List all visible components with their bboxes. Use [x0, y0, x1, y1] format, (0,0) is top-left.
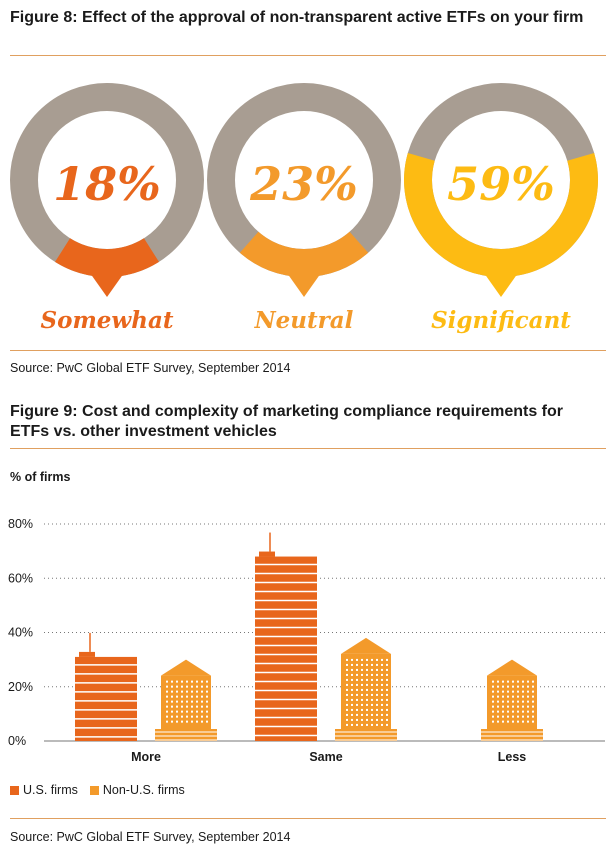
- y-axis-label: % of firms: [10, 470, 70, 484]
- bar-nonus-more: [155, 659, 217, 741]
- divider: [10, 448, 606, 449]
- donut-percent-label: 18%: [53, 157, 161, 211]
- figure9-title: Figure 9: Cost and complexity of marketi…: [10, 403, 564, 440]
- legend-item-nonus: Non-U.S. firms: [89, 783, 185, 797]
- divider: [10, 55, 606, 56]
- donut-value-arc: [239, 231, 369, 277]
- figure8-title: Figure 8: Effect of the approval of non-…: [10, 9, 584, 26]
- x-tick-label: Same: [309, 750, 342, 764]
- legend-swatch-nonus: [89, 785, 99, 795]
- x-tick-label: More: [131, 750, 161, 764]
- y-tick-label: 40%: [8, 626, 33, 640]
- donut-neutral: 23% Neutral: [207, 83, 401, 334]
- legend-label-nonus: Non-U.S. firms: [102, 783, 185, 797]
- donut-pointer: [90, 273, 124, 297]
- donut-pointer: [484, 273, 518, 297]
- bar-us-same: [255, 532, 317, 741]
- donut-charts: 18% Somewhat 23% Neutral 59% Significant: [10, 83, 598, 334]
- divider: [10, 818, 606, 819]
- divider: [10, 350, 606, 351]
- legend-swatch-us: [10, 785, 19, 795]
- y-tick-label: 0%: [8, 734, 26, 748]
- donut-category-label: Neutral: [254, 307, 354, 334]
- donut-value-arc: [404, 152, 598, 277]
- donut-somewhat: 18% Somewhat: [10, 83, 204, 334]
- donut-percent-label: 59%: [447, 157, 555, 211]
- donut-category-label: Somewhat: [41, 307, 174, 334]
- figure9-source: Source: PwC Global ETF Survey, September…: [10, 830, 291, 844]
- y-tick-label: 80%: [8, 517, 33, 531]
- legend-label-us: U.S. firms: [23, 783, 78, 797]
- bar-chart: % of firms 0% 20% 40% 60% 80% More Same Less: [8, 470, 605, 764]
- figure8-source: Source: PwC Global ETF Survey, September…: [10, 361, 291, 375]
- bar-us-more: [75, 632, 137, 741]
- y-tick-label: 60%: [8, 571, 33, 585]
- donut-value-arc: [55, 238, 159, 277]
- bar-nonus-same: [335, 637, 397, 741]
- legend-item-us: U.S. firms: [10, 783, 78, 797]
- donut-significant: 59% Significant: [404, 83, 598, 334]
- donut-percent-label: 23%: [249, 157, 358, 211]
- x-tick-label: Less: [498, 750, 527, 764]
- donut-category-label: Significant: [431, 307, 571, 334]
- donut-pointer: [287, 273, 321, 297]
- bar-nonus-less: [481, 659, 543, 741]
- y-tick-label: 20%: [8, 680, 33, 694]
- chart-legend: U.S. firms Non-U.S. firms: [10, 783, 197, 797]
